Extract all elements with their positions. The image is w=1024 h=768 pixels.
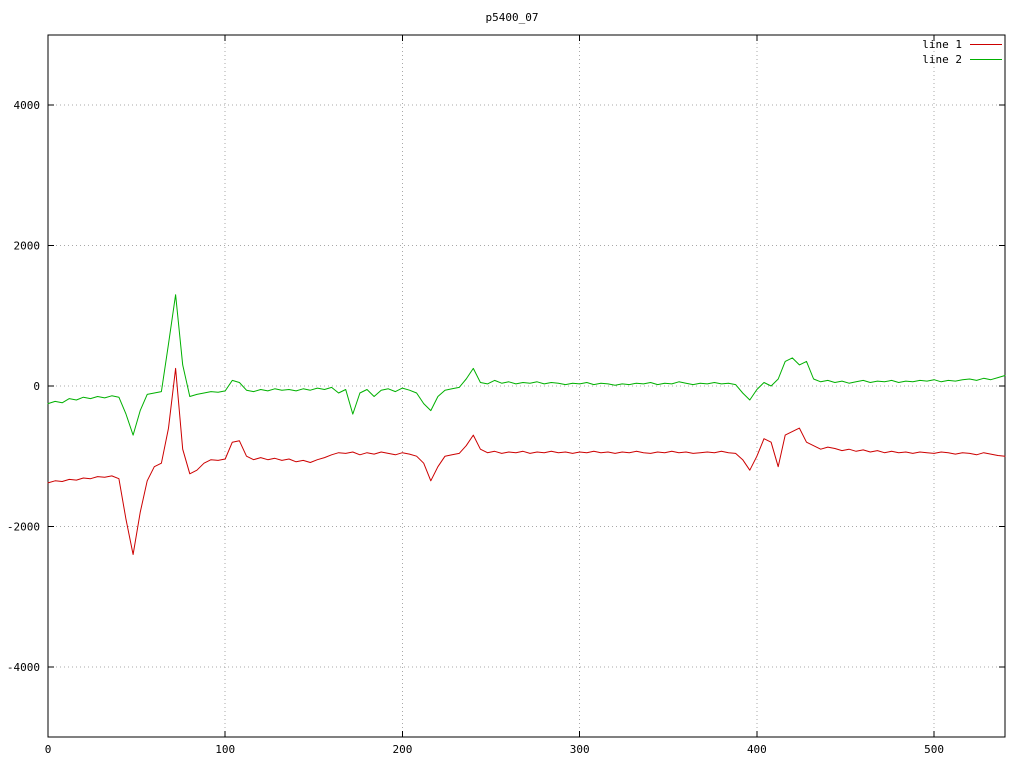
- legend-entry-line1: line 1: [922, 37, 1002, 52]
- x-tick-label: 100: [215, 743, 235, 756]
- legend-swatch-line1-icon: [970, 44, 1002, 45]
- x-tick-label: 400: [747, 743, 767, 756]
- y-tick-label: -4000: [7, 661, 40, 674]
- x-tick-label: 0: [45, 743, 52, 756]
- legend-label-line1: line 1: [922, 38, 962, 51]
- x-tick-label: 200: [393, 743, 413, 756]
- y-tick-label: 4000: [14, 99, 41, 112]
- series-1-line: [47, 367, 1006, 555]
- x-tick-label: 500: [924, 743, 944, 756]
- y-tick-label: 0: [33, 380, 40, 393]
- chart-title: p5400_07: [485, 11, 539, 24]
- y-tick-label: -2000: [7, 520, 40, 533]
- series-2-line: [47, 294, 1006, 436]
- legend-swatch-line2-icon: [970, 59, 1002, 60]
- legend-label-line2: line 2: [922, 53, 962, 66]
- y-tick-label: 2000: [14, 240, 41, 253]
- legend: line 1 line 2: [922, 37, 1002, 67]
- x-tick-label: 300: [570, 743, 590, 756]
- legend-entry-line2: line 2: [922, 52, 1002, 67]
